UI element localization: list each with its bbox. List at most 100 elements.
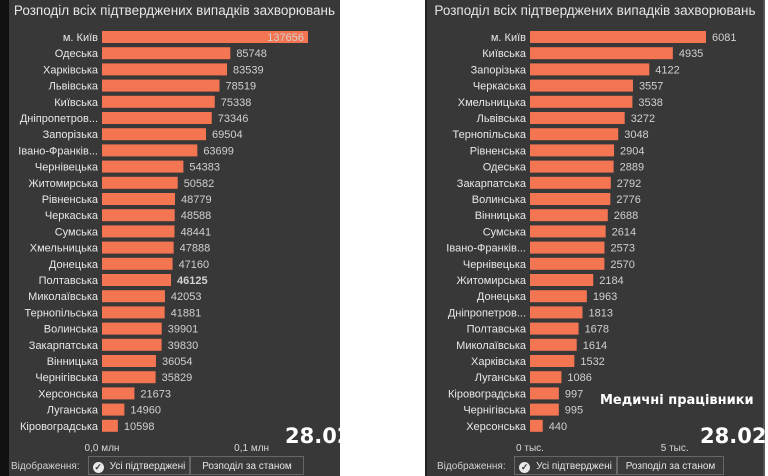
bar[interactable] — [102, 241, 174, 254]
value-label: 1813 — [588, 307, 612, 319]
value-label: 69504 — [212, 129, 243, 141]
all-confirmed-button[interactable]: ✓ Усі підтверджені — [88, 456, 190, 475]
category-label: Хмельницька — [458, 97, 527, 109]
category-label: Донецька — [477, 291, 527, 303]
bar[interactable] — [530, 355, 575, 367]
bar[interactable] — [530, 63, 650, 76]
value-label: 997 — [565, 388, 583, 400]
category-label: Кіровоградська — [448, 388, 527, 400]
category-label: Тернопільська — [25, 307, 99, 319]
category-label: Херсонська — [466, 421, 527, 433]
bar[interactable] — [530, 209, 608, 222]
bar[interactable] — [102, 274, 172, 286]
value-label: 1614 — [583, 340, 607, 352]
category-label: Чернігівська — [463, 405, 527, 417]
bar[interactable] — [102, 290, 165, 303]
bar[interactable] — [102, 322, 162, 335]
value-label: 14960 — [130, 405, 161, 417]
bar[interactable] — [530, 128, 619, 141]
bar[interactable] — [102, 176, 178, 189]
bar[interactable] — [530, 387, 559, 400]
bar[interactable] — [102, 79, 220, 92]
value-label: 2889 — [620, 162, 644, 174]
value-label: 2792 — [617, 178, 641, 190]
bar[interactable] — [102, 257, 173, 270]
bar[interactable] — [102, 63, 228, 76]
bar[interactable] — [530, 306, 583, 319]
bar[interactable] — [102, 128, 207, 141]
by-state-label: Розподіл за станом — [202, 461, 292, 472]
bar[interactable] — [530, 290, 587, 303]
value-label: 3557 — [639, 81, 663, 93]
category-label: Закарпатська — [29, 340, 99, 352]
bar[interactable] — [102, 112, 212, 124]
by-state-button[interactable]: Розподіл за станом — [190, 456, 304, 475]
value-label: 48441 — [180, 226, 211, 238]
value-label: 54383 — [189, 162, 220, 174]
bar[interactable] — [530, 31, 706, 43]
bar[interactable] — [102, 403, 125, 416]
bar[interactable] — [102, 306, 165, 319]
category-label: Дніпропетров... — [20, 113, 98, 125]
bar[interactable] — [530, 193, 611, 205]
bar[interactable] — [530, 322, 579, 335]
value-label: 78519 — [226, 81, 257, 93]
by-state-label: Розподіл за станом — [625, 461, 716, 472]
bar[interactable] — [530, 403, 559, 416]
bar[interactable] — [530, 257, 605, 270]
value-label: 440 — [549, 421, 567, 433]
bar[interactable] — [102, 47, 231, 60]
bar[interactable] — [102, 371, 156, 384]
x-tick-label: 0,1 млн — [234, 443, 269, 454]
bar[interactable] — [102, 419, 118, 432]
value-label: 6081 — [712, 32, 736, 44]
category-label: Рівненська — [470, 145, 527, 157]
bar[interactable] — [102, 338, 162, 351]
date-label: 28.02 — [285, 424, 352, 448]
bar[interactable] — [530, 112, 625, 124]
category-label: Київська — [482, 48, 527, 60]
value-label: 2688 — [614, 210, 638, 222]
category-label: Львівська — [49, 81, 99, 93]
bar[interactable] — [102, 160, 184, 173]
bar[interactable] — [530, 95, 633, 108]
bar[interactable] — [102, 95, 215, 108]
bar[interactable] — [530, 160, 614, 173]
category-label: Вінницька — [475, 210, 527, 222]
bar[interactable] — [530, 371, 562, 384]
all-confirmed-button[interactable]: ✓ Усі підтверджені — [514, 456, 617, 475]
category-label: Одеська — [55, 48, 99, 60]
value-label: 3272 — [631, 113, 655, 125]
display-label: Відображення: — [437, 461, 506, 472]
bar[interactable] — [102, 225, 175, 238]
bar[interactable] — [530, 338, 577, 351]
category-label: Миколаївська — [456, 340, 527, 352]
value-label: 41881 — [171, 307, 202, 319]
value-label: 75338 — [221, 97, 252, 109]
bar[interactable] — [530, 79, 633, 92]
category-label: Хмельницька — [30, 243, 99, 255]
value-label: 2573 — [610, 243, 634, 255]
medical-workers-subtitle: Медичні працівники — [600, 393, 754, 408]
bar[interactable] — [102, 31, 308, 43]
bar[interactable] — [102, 193, 175, 205]
value-label: 85748 — [236, 48, 267, 60]
bar[interactable] — [530, 274, 594, 286]
value-label: 4935 — [679, 48, 703, 60]
category-label: Харківська — [471, 356, 527, 368]
bar[interactable] — [530, 419, 543, 432]
by-state-button[interactable]: Розподіл за станом — [617, 456, 724, 475]
bar[interactable] — [530, 144, 615, 157]
category-label: м. Київ — [63, 32, 98, 44]
bar[interactable] — [102, 355, 156, 367]
bar[interactable] — [530, 241, 605, 254]
bar[interactable] — [102, 209, 175, 222]
category-label: м. Київ — [491, 32, 526, 44]
check-icon: ✓ — [519, 462, 531, 473]
bar[interactable] — [102, 144, 198, 157]
bar[interactable] — [530, 47, 673, 60]
bar[interactable] — [530, 225, 606, 238]
value-label: 2184 — [599, 275, 623, 287]
bar[interactable] — [102, 387, 135, 400]
bar[interactable] — [530, 176, 611, 189]
